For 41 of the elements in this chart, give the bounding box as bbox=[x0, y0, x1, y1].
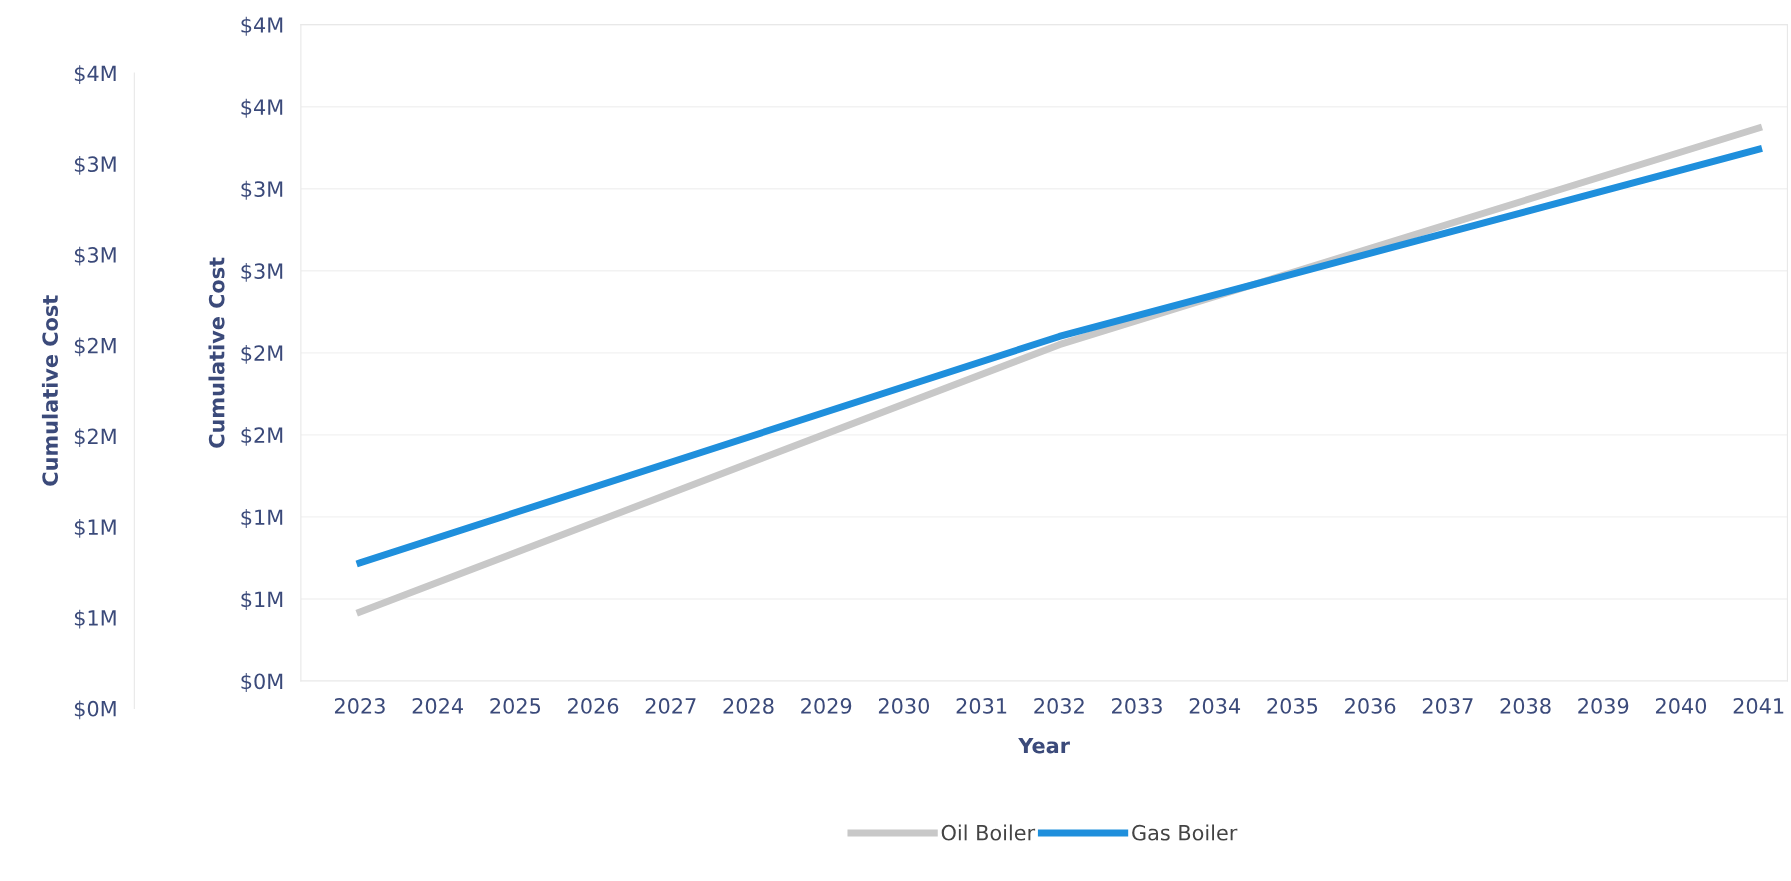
x-tick-label: 2039 bbox=[1578, 698, 1629, 714]
x-tick-label: 2032 bbox=[1034, 698, 1084, 714]
x-tick-label: 2033 bbox=[1112, 698, 1162, 714]
x-tick-label: 2035 bbox=[1267, 698, 1318, 714]
x-tick-label: 2041 bbox=[1733, 698, 1784, 714]
y2-tick-label: $3M bbox=[74, 246, 116, 266]
y-tick-label: $2M bbox=[241, 426, 283, 446]
y-tick-label: $4M bbox=[241, 98, 283, 118]
x-tick-label: 2031 bbox=[956, 698, 1007, 714]
legend-label: Gas Boiler bbox=[1132, 824, 1238, 841]
y-axis-title: Cumulative Cost bbox=[208, 257, 225, 448]
x-tick-label: 2026 bbox=[568, 698, 619, 714]
y-tick-label: $2M bbox=[241, 344, 283, 364]
x-axis-title: Year bbox=[1018, 737, 1070, 754]
x-tick-label: 2040 bbox=[1655, 698, 1707, 714]
x-tick-label: 2024 bbox=[412, 698, 463, 714]
y-tick-label: $0M bbox=[241, 673, 283, 692]
x-tick-label: 2030 bbox=[878, 698, 930, 714]
y-tick-label: $3M bbox=[241, 180, 283, 200]
x-tick-label: 2029 bbox=[801, 698, 852, 714]
x-tick-label: 2028 bbox=[723, 698, 774, 714]
x-tick-label: 2038 bbox=[1500, 698, 1551, 714]
x-tick-label: 2037 bbox=[1422, 698, 1473, 714]
y2-tick-label: $0M bbox=[74, 700, 116, 720]
x-tick-label: 2036 bbox=[1345, 698, 1396, 714]
y-tick-label: $4M bbox=[241, 16, 283, 36]
legend-label: Oil Boiler bbox=[941, 824, 1036, 841]
x-tick-label: 2034 bbox=[1189, 698, 1241, 714]
y2-tick-label: $2M bbox=[74, 337, 116, 357]
y2-tick-label: $1M bbox=[74, 518, 116, 538]
x-tick-label: 2027 bbox=[645, 698, 696, 714]
y2-tick-label: $4M bbox=[74, 65, 116, 85]
y2-axis-title: Cumulative Cost bbox=[41, 295, 59, 486]
x-tick-label: 2023 bbox=[334, 698, 385, 714]
x-tick-label: 2025 bbox=[490, 698, 541, 714]
y2-tick-label: $2M bbox=[74, 428, 116, 448]
y2-tick-label: $3M bbox=[74, 155, 116, 175]
y-tick-label: $3M bbox=[241, 262, 283, 282]
y-tick-label: $1M bbox=[241, 591, 283, 610]
y2-tick-label: $1M bbox=[74, 609, 116, 629]
y-tick-label: $1M bbox=[241, 509, 283, 528]
